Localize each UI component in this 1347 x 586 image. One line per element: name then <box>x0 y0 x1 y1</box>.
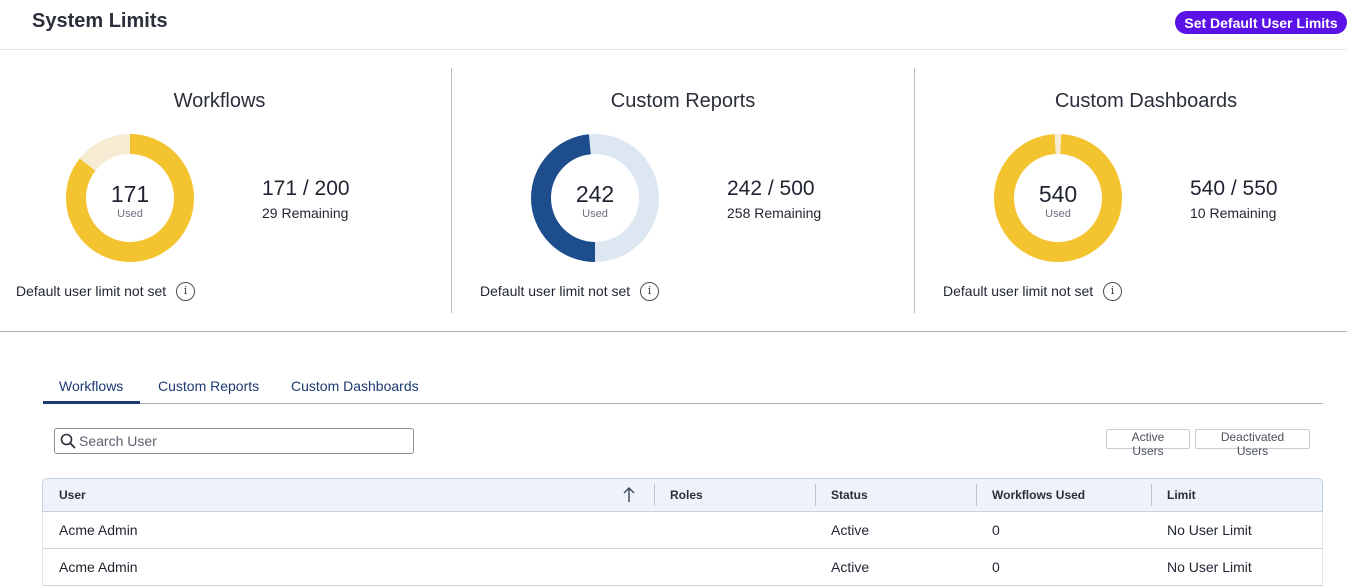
info-icon[interactable]: i <box>1103 282 1122 301</box>
cell-workflows-used: 0 <box>992 559 1000 575</box>
usage-donut: 242 Used <box>529 132 661 264</box>
column-divider <box>654 484 655 506</box>
column-divider <box>976 484 977 506</box>
page-title: System Limits <box>32 10 168 32</box>
card-title: Custom Dashboards <box>1054 90 1238 112</box>
search-icon <box>60 433 76 449</box>
table-row[interactable]: Acme Admin Active 0 No User Limit <box>42 549 1323 586</box>
column-header-status[interactable]: Status <box>831 488 868 502</box>
cell-status: Active <box>831 559 870 575</box>
default-limit-note: Default user limit not set <box>16 283 167 299</box>
table-header: User Roles Status Workflows Used Limit <box>42 478 1323 512</box>
donut-used-arc <box>994 134 1122 262</box>
column-header-limit[interactable]: Limit <box>1167 488 1196 502</box>
donut-chart <box>531 134 659 262</box>
column-divider <box>815 484 816 506</box>
active-users-button[interactable]: Active Users <box>1106 429 1190 458</box>
tab-custom-reports[interactable]: Custom Reports <box>158 378 260 394</box>
remaining-count: 10 Remaining <box>1190 205 1277 221</box>
page-header: System Limits Set Default User Limits <box>0 0 1347 50</box>
card-title: Custom Reports <box>610 90 756 112</box>
limits-summary: Workflows 171 Used 171 / 200 29 Remainin… <box>0 50 1347 332</box>
column-header-workflows-used[interactable]: Workflows Used <box>992 488 1086 502</box>
info-icon[interactable]: i <box>176 282 195 301</box>
usage-ratio: 242 / 500 <box>727 177 815 200</box>
set-default-user-limits-button[interactable]: Set Default User Limits <box>1175 11 1347 34</box>
donut-used-arc <box>531 134 659 262</box>
column-header-user[interactable]: User <box>59 488 86 502</box>
used-count: 171 <box>110 181 150 207</box>
cell-workflows-used: 0 <box>992 522 1000 538</box>
search-box <box>54 428 414 454</box>
card-title: Workflows <box>173 90 266 112</box>
cell-user: Acme Admin <box>59 522 138 538</box>
cell-status: Active <box>831 522 870 538</box>
cell-limit: No User Limit <box>1167 559 1252 575</box>
used-count: 242 <box>575 181 615 207</box>
usage-donut: 540 Used <box>992 132 1124 264</box>
tab-workflows[interactable]: Workflows <box>43 378 140 404</box>
default-limit-note: Default user limit not set <box>943 283 1094 299</box>
used-label: Used <box>1045 208 1071 220</box>
tab-custom-dashboards[interactable]: Custom Dashboards <box>291 378 419 394</box>
limit-type-tabs: Workflows Custom Reports Custom Dashboar… <box>43 370 1323 404</box>
table-row[interactable]: Acme Admin Active 0 No User Limit <box>42 512 1323 549</box>
donut-used-arc <box>66 134 194 262</box>
custom-dashboards-limit-card: Custom Dashboards 540 Used 540 / 550 10 … <box>914 68 1347 313</box>
sort-ascending-icon[interactable] <box>621 486 637 504</box>
donut-chart <box>994 134 1122 262</box>
usage-ratio: 171 / 200 <box>262 177 350 200</box>
remaining-count: 258 Remaining <box>727 205 822 221</box>
info-icon[interactable]: i <box>640 282 659 301</box>
user-limits-table: User Roles Status Workflows Used Limit A… <box>42 478 1323 586</box>
usage-ratio: 540 / 550 <box>1190 177 1278 200</box>
usage-donut: 171 Used <box>64 132 196 264</box>
custom-reports-limit-card: Custom Reports 242 Used 242 / 500 258 Re… <box>451 68 914 313</box>
workflows-limit-card: Workflows 171 Used 171 / 200 29 Remainin… <box>0 68 463 313</box>
column-divider <box>1151 484 1152 506</box>
deactivated-users-button[interactable]: Deactivated Users <box>1195 429 1310 458</box>
search-user-input[interactable] <box>79 432 409 450</box>
default-limit-note: Default user limit not set <box>480 283 631 299</box>
used-label: Used <box>582 208 608 220</box>
cell-limit: No User Limit <box>1167 522 1252 538</box>
donut-chart <box>66 134 194 262</box>
used-label: Used <box>117 208 143 220</box>
used-count: 540 <box>1038 181 1078 207</box>
remaining-count: 29 Remaining <box>262 205 349 221</box>
column-header-roles[interactable]: Roles <box>670 488 703 502</box>
cell-user: Acme Admin <box>59 559 138 575</box>
